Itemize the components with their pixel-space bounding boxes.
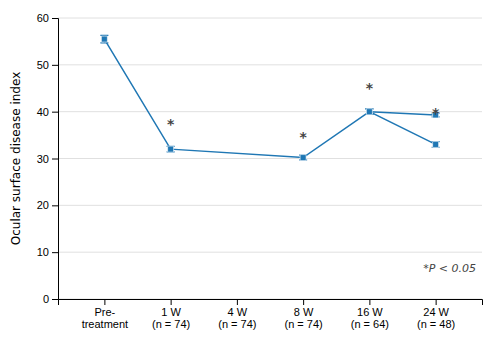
x-tick-label-line: (n = 74) xyxy=(218,318,256,330)
x-tick: 1 W(n = 74) xyxy=(152,299,190,330)
y-tick-mark xyxy=(52,205,58,206)
y-tick-label: 20 xyxy=(37,199,49,211)
significance-star: * xyxy=(299,129,307,145)
x-tick-label-line: 8 W xyxy=(294,306,314,318)
y-tick-mark xyxy=(52,299,58,300)
x-tick-mark xyxy=(171,299,172,305)
x-tick: 4 W(n = 74) xyxy=(218,299,256,330)
x-tick: Pre-treatment xyxy=(82,299,128,330)
y-axis-line xyxy=(52,19,59,300)
x-tick-mark xyxy=(369,299,370,305)
grid-line xyxy=(58,252,482,253)
y-tick-mark xyxy=(52,18,58,19)
y-tick: 40 xyxy=(37,106,58,118)
significance-star: * xyxy=(167,116,175,132)
grid-line xyxy=(58,64,482,65)
significance-star: * xyxy=(366,80,374,96)
x-tick-mark xyxy=(303,299,304,305)
x-tick-label-line: 1 W xyxy=(161,306,181,318)
marker xyxy=(101,36,107,42)
markers xyxy=(366,109,438,118)
series-line xyxy=(104,39,435,157)
x-tick-label-line: (n = 74) xyxy=(285,318,323,330)
x-tick-mark xyxy=(436,299,437,305)
error-bar xyxy=(299,155,307,160)
marker xyxy=(366,109,372,115)
y-tick-mark xyxy=(52,112,58,113)
y-tick: 50 xyxy=(37,59,58,71)
x-tick-mark xyxy=(237,299,238,305)
y-tick-label: 40 xyxy=(37,106,49,118)
plot: 0102030405060Pre-treatment1 W(n = 74)4 W… xyxy=(37,12,483,330)
x-tick-label: 8 W(n = 74) xyxy=(285,306,323,331)
markers xyxy=(101,36,438,160)
x-tick-mark xyxy=(104,299,105,305)
grid-line xyxy=(58,18,482,19)
marks xyxy=(100,35,439,160)
y-tick: 20 xyxy=(37,199,58,211)
x-tick-label: Pre-treatment xyxy=(82,306,128,331)
y-tick-label: 0 xyxy=(43,293,49,305)
y-tick-label: 60 xyxy=(37,12,49,24)
grid xyxy=(58,18,482,299)
x-tick: 8 W(n = 74) xyxy=(285,299,323,330)
x-tick-label-line: 24 W xyxy=(423,306,449,318)
error-bar xyxy=(432,142,440,148)
error-bars xyxy=(100,35,439,160)
y-tick-label: 10 xyxy=(37,246,49,258)
y-tick-mark xyxy=(52,65,58,66)
y-axis-title: Ocular surface disease index xyxy=(9,72,23,245)
grid-line xyxy=(58,205,482,206)
marker xyxy=(168,146,174,152)
error-bar xyxy=(100,35,108,42)
x-tick-label-line: (n = 74) xyxy=(152,318,190,330)
x-tick-label-line: 16 W xyxy=(357,306,383,318)
y-tick: 0 xyxy=(43,293,58,305)
y-tick-mark xyxy=(52,252,58,253)
x-tick-label: 1 W(n = 74) xyxy=(152,306,190,331)
series-line xyxy=(369,112,435,115)
x-tick: 24 W(n = 48) xyxy=(417,299,455,330)
x-tick-label-line: (n = 48) xyxy=(417,318,455,330)
y-tick: 10 xyxy=(37,246,58,258)
annotation-note: *P < 0.05 xyxy=(423,262,476,275)
y-tick: 30 xyxy=(37,153,58,165)
x-tick-label-line: (n = 64) xyxy=(351,318,389,330)
marker xyxy=(300,155,306,161)
x-tick-label: 4 W(n = 74) xyxy=(218,306,256,331)
x-tick-label: 16 W(n = 64) xyxy=(351,306,389,331)
grid-line xyxy=(58,158,482,159)
y-tick-label: 50 xyxy=(37,59,49,71)
significance-star: * xyxy=(432,105,440,121)
grid-line xyxy=(58,111,482,112)
y-tick: 60 xyxy=(37,12,58,24)
y-axis: 0 10 20 30 40 50 60 xyxy=(37,12,59,305)
error-bars xyxy=(365,109,439,117)
chart: 0102030405060Pre-treatment1 W(n = 74)4 W… xyxy=(0,0,500,345)
x-tick-label-line: treatment xyxy=(82,318,128,330)
x-tick: 16 W(n = 64) xyxy=(351,299,389,330)
x-tick-label-line: 4 W xyxy=(228,306,248,318)
marker xyxy=(433,141,439,147)
error-bar xyxy=(167,146,175,152)
marker xyxy=(366,109,372,115)
x-tick-label: 24 W(n = 48) xyxy=(417,306,455,331)
x-axis: Pre-treatment1 W(n = 74)4 W(n = 74)8 W(n… xyxy=(59,299,483,330)
error-bar xyxy=(365,109,373,115)
y-tick-label: 30 xyxy=(37,153,49,165)
x-axis-line xyxy=(59,300,483,306)
annotations: * * * * *P < 0.05 xyxy=(167,80,476,275)
error-bar xyxy=(365,109,373,115)
y-tick-mark xyxy=(52,159,58,160)
x-tick-label-line: Pre- xyxy=(94,306,115,318)
